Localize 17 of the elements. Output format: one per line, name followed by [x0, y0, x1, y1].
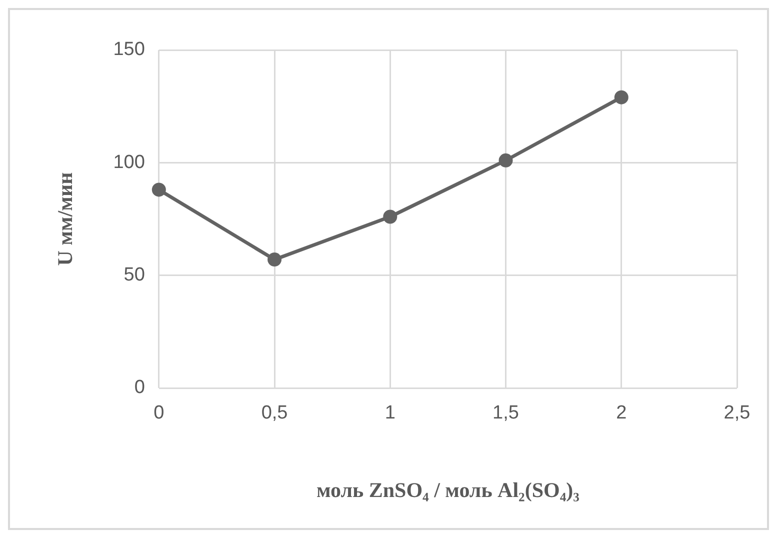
point	[152, 182, 166, 197]
point	[383, 210, 398, 224]
y-tick-label: 150	[113, 39, 145, 60]
x-tick-label: 1	[384, 402, 396, 424]
y-axis-title: U мм/мин	[53, 172, 78, 266]
x-tick-label: 1,5	[492, 402, 519, 424]
x-tick-label: 2,5	[724, 402, 750, 424]
x-tick-label: 0,5	[261, 402, 288, 424]
y-tick-label: 50	[124, 264, 145, 286]
x-axis-title: моль ZnSO₄ / моль Al₂(SO₄)₃	[316, 478, 580, 502]
y-tick-label: 0	[134, 377, 145, 398]
x-tick-label: 0	[154, 402, 164, 424]
x-tick-label: 2	[616, 402, 627, 424]
point	[268, 252, 282, 267]
y-tick-label: 100	[113, 152, 145, 173]
point	[614, 90, 628, 104]
point	[498, 153, 513, 168]
